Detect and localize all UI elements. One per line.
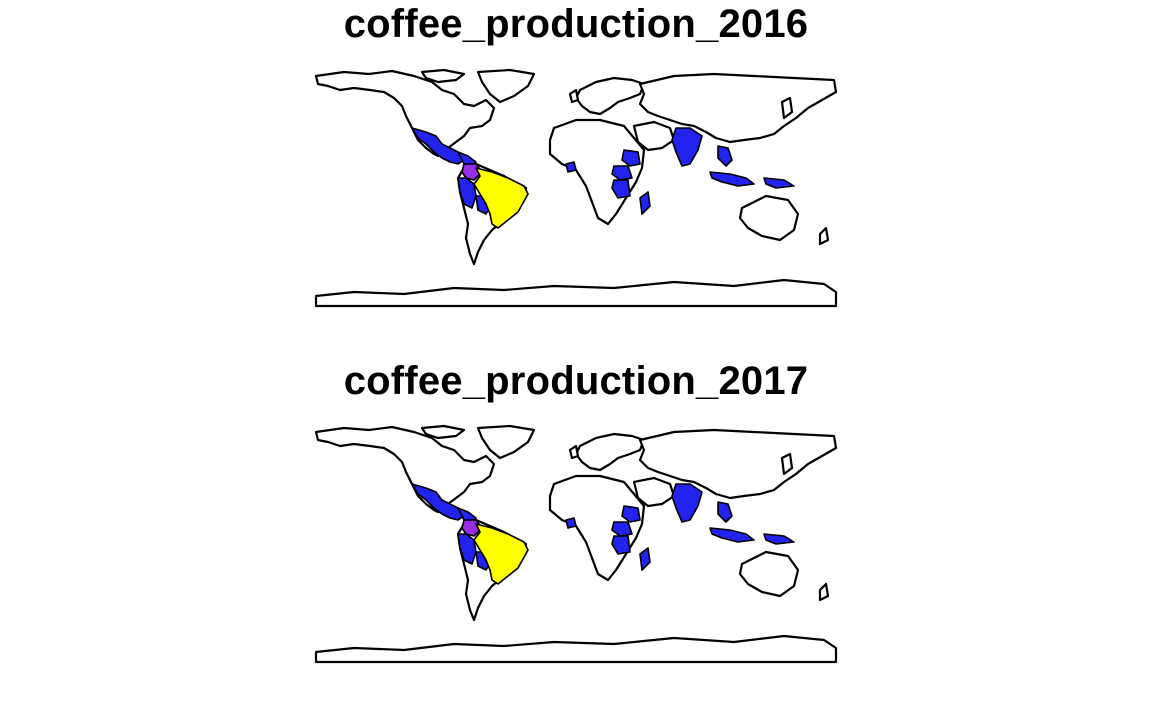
asia	[638, 72, 838, 144]
middle-east	[632, 476, 676, 508]
antarctica	[314, 278, 838, 308]
uganda-kenya	[611, 521, 633, 537]
arctic-islands	[420, 424, 466, 440]
middle-east	[632, 120, 676, 152]
indonesia	[709, 527, 755, 543]
mexico	[411, 127, 465, 165]
australia	[738, 550, 800, 598]
japan	[780, 452, 794, 476]
tanzania	[611, 179, 631, 199]
world-map	[314, 68, 838, 308]
ivory-coast	[565, 161, 577, 173]
australia	[738, 194, 800, 242]
antarctica	[314, 634, 838, 664]
mexico	[411, 483, 465, 521]
ethiopia	[621, 149, 641, 167]
india	[671, 483, 703, 523]
map-title: coffee_production_2017	[343, 359, 809, 403]
asia	[638, 428, 838, 500]
uganda-kenya	[611, 165, 633, 181]
europe	[574, 432, 646, 472]
tanzania	[611, 535, 631, 555]
arctic-islands	[420, 68, 466, 84]
north-america	[314, 69, 496, 158]
north-america	[314, 425, 496, 514]
ethiopia	[621, 505, 641, 523]
greenland	[476, 68, 536, 104]
southeast-asia	[717, 501, 733, 523]
british-isles	[568, 88, 580, 104]
madagascar	[639, 191, 651, 215]
japan	[780, 96, 794, 120]
map-panel-2016: coffee_production_2016	[314, 2, 838, 308]
papua	[763, 533, 795, 545]
world-map	[314, 424, 838, 664]
map-panel-2017: coffee_production_2017	[0, 356, 1152, 711]
indonesia	[709, 171, 755, 187]
new-zealand	[818, 226, 830, 246]
europe	[574, 76, 646, 116]
british-isles	[568, 444, 580, 460]
ecuador-peru	[457, 533, 477, 565]
ecuador-peru	[457, 177, 477, 209]
ivory-coast	[565, 517, 577, 529]
new-zealand	[818, 582, 830, 602]
brazil	[473, 523, 529, 585]
southeast-asia	[717, 145, 733, 167]
brazil	[473, 167, 529, 229]
papua	[763, 177, 795, 189]
madagascar	[639, 547, 651, 571]
map-title: coffee_production_2016	[343, 2, 809, 46]
india	[671, 127, 703, 167]
greenland	[476, 424, 536, 460]
